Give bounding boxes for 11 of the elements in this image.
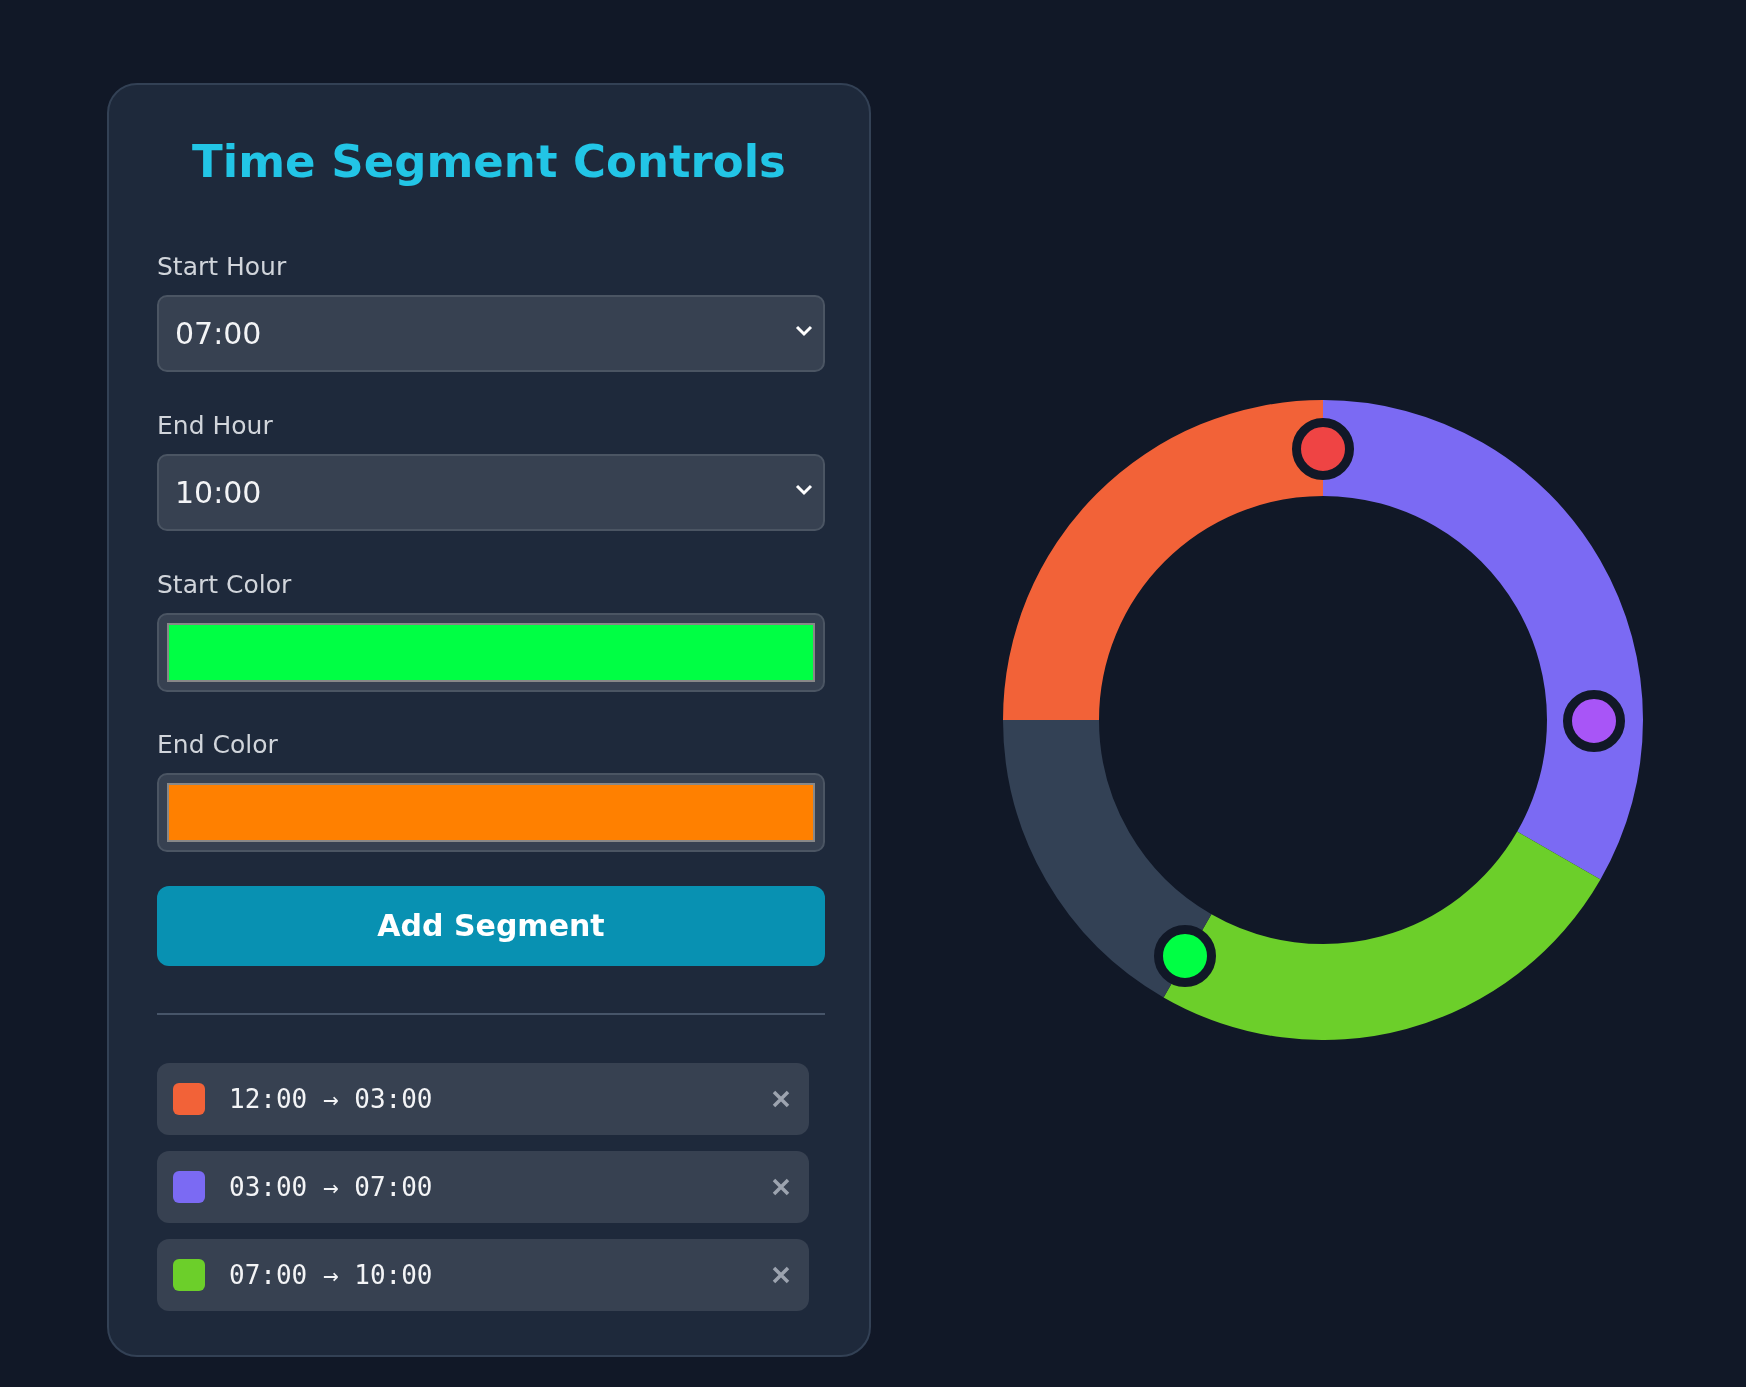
text: Start Hour: [157, 252, 287, 281]
text: 07:00: [175, 316, 262, 351]
text: Add Segment: [157, 886, 825, 966]
text: 10:00: [175, 475, 262, 510]
legend-label: 07:00 → 10:00: [229, 1259, 433, 1292]
text: End Hour: [157, 411, 273, 440]
legend-label: 03:00 → 07:00: [229, 1171, 433, 1204]
chart-title: Time Segment Controls: [191, 135, 787, 188]
text: Start Color: [157, 570, 292, 599]
legend-label: 12:00 → 03:00: [229, 1083, 433, 1116]
text: End Color: [157, 730, 278, 759]
